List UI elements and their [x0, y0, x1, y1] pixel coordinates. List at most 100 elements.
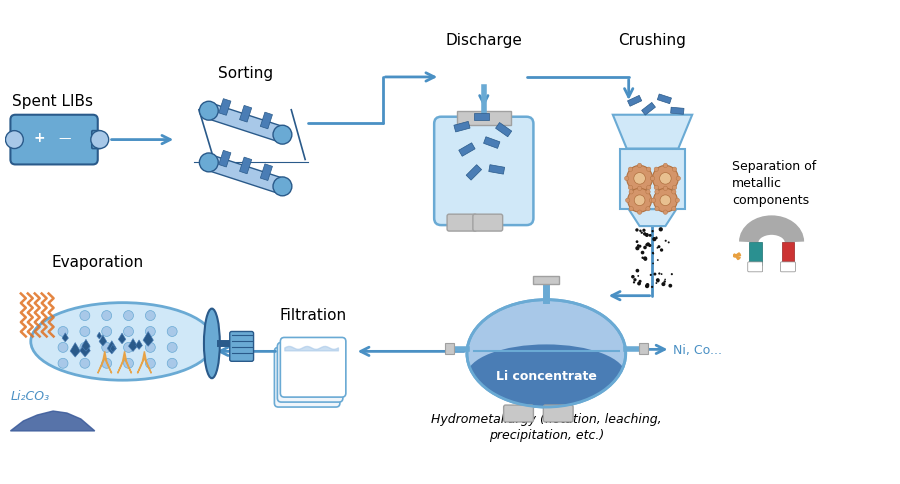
- Circle shape: [637, 245, 640, 247]
- Circle shape: [651, 177, 654, 181]
- Polygon shape: [627, 96, 642, 107]
- Circle shape: [664, 279, 666, 281]
- Circle shape: [641, 251, 644, 255]
- Circle shape: [102, 343, 112, 353]
- Circle shape: [656, 247, 658, 249]
- Circle shape: [639, 230, 642, 232]
- Polygon shape: [459, 143, 475, 157]
- FancyBboxPatch shape: [639, 344, 647, 355]
- Circle shape: [146, 343, 156, 353]
- Circle shape: [648, 244, 652, 248]
- Circle shape: [652, 263, 654, 265]
- Polygon shape: [107, 341, 116, 354]
- Circle shape: [634, 196, 645, 206]
- Circle shape: [146, 359, 156, 368]
- Circle shape: [654, 186, 659, 190]
- Polygon shape: [206, 155, 285, 195]
- Circle shape: [273, 126, 292, 145]
- Text: Filtration: Filtration: [280, 307, 346, 322]
- Circle shape: [627, 189, 652, 213]
- Circle shape: [646, 186, 651, 190]
- Circle shape: [643, 229, 645, 232]
- Circle shape: [200, 153, 218, 172]
- Circle shape: [663, 190, 668, 194]
- Polygon shape: [613, 116, 692, 149]
- Circle shape: [655, 283, 657, 285]
- Ellipse shape: [467, 300, 626, 407]
- Text: Hydrometallurgy (flotation, leaching,
precipitation, etc.): Hydrometallurgy (flotation, leaching, pr…: [431, 412, 662, 441]
- Polygon shape: [483, 137, 500, 149]
- Circle shape: [641, 232, 643, 234]
- Polygon shape: [62, 333, 68, 342]
- Circle shape: [637, 275, 639, 277]
- Polygon shape: [99, 335, 107, 346]
- Circle shape: [631, 275, 634, 279]
- Circle shape: [653, 273, 656, 276]
- Polygon shape: [260, 165, 273, 181]
- Circle shape: [653, 189, 678, 213]
- Circle shape: [657, 246, 661, 249]
- Circle shape: [80, 311, 90, 321]
- Polygon shape: [749, 242, 761, 265]
- Circle shape: [671, 190, 676, 195]
- FancyBboxPatch shape: [504, 405, 534, 422]
- Circle shape: [634, 279, 636, 282]
- FancyBboxPatch shape: [620, 149, 685, 210]
- Circle shape: [645, 233, 649, 238]
- Polygon shape: [80, 342, 90, 357]
- Text: Li₂CO₃: Li₂CO₃: [11, 389, 50, 402]
- Polygon shape: [219, 151, 231, 167]
- Text: Discharge: Discharge: [446, 33, 522, 48]
- Circle shape: [91, 131, 109, 149]
- Circle shape: [637, 164, 642, 168]
- Circle shape: [646, 167, 651, 172]
- Polygon shape: [260, 113, 273, 130]
- Circle shape: [123, 327, 133, 337]
- Circle shape: [655, 237, 657, 239]
- FancyBboxPatch shape: [92, 131, 101, 149]
- Circle shape: [638, 280, 642, 283]
- Circle shape: [672, 167, 677, 172]
- FancyBboxPatch shape: [11, 116, 98, 165]
- Circle shape: [645, 284, 649, 287]
- Polygon shape: [97, 333, 102, 339]
- Circle shape: [629, 190, 634, 195]
- Circle shape: [649, 198, 653, 203]
- FancyBboxPatch shape: [534, 276, 559, 284]
- Polygon shape: [136, 340, 142, 350]
- Polygon shape: [454, 122, 470, 133]
- Polygon shape: [670, 108, 684, 115]
- Circle shape: [628, 167, 633, 172]
- Circle shape: [200, 102, 218, 121]
- Circle shape: [652, 252, 654, 255]
- Text: Sorting: Sorting: [218, 66, 274, 81]
- Circle shape: [651, 177, 654, 181]
- Circle shape: [167, 327, 177, 337]
- Circle shape: [655, 190, 659, 195]
- FancyBboxPatch shape: [447, 215, 477, 231]
- Circle shape: [626, 166, 652, 192]
- Polygon shape: [496, 123, 512, 137]
- Circle shape: [633, 282, 635, 284]
- Circle shape: [655, 207, 659, 212]
- Circle shape: [644, 246, 647, 250]
- Circle shape: [645, 284, 649, 288]
- Text: Li concentrate: Li concentrate: [496, 369, 597, 382]
- Circle shape: [663, 164, 668, 168]
- Circle shape: [663, 211, 668, 215]
- Circle shape: [642, 257, 643, 259]
- Polygon shape: [118, 333, 126, 344]
- Circle shape: [635, 269, 639, 273]
- FancyBboxPatch shape: [274, 348, 340, 407]
- Circle shape: [58, 327, 68, 337]
- FancyBboxPatch shape: [780, 262, 796, 272]
- Polygon shape: [110, 345, 115, 352]
- Circle shape: [668, 242, 670, 244]
- Circle shape: [628, 186, 633, 190]
- Circle shape: [643, 233, 646, 236]
- Polygon shape: [474, 114, 490, 121]
- Polygon shape: [70, 343, 80, 357]
- Circle shape: [102, 327, 112, 337]
- Text: Ni, Co...: Ni, Co...: [673, 343, 723, 356]
- Circle shape: [637, 190, 642, 194]
